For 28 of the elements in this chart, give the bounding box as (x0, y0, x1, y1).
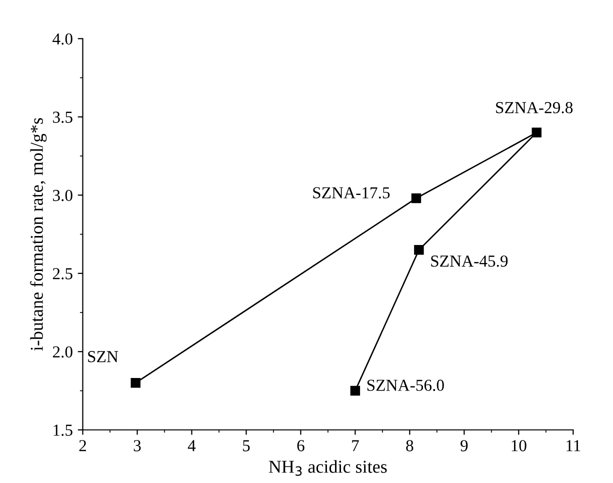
y-tick-label: 3.0 (52, 190, 72, 202)
annotation: SZN (88, 351, 118, 362)
x-tick-label: 8 (406, 440, 414, 452)
x-tick-label: 3 (134, 440, 141, 452)
y-tick-label: 1.5 (54, 424, 72, 436)
x-tick-label: 10 (512, 440, 526, 452)
annotation: SZNA-56.0 (367, 380, 444, 391)
x-tick-label: 5 (243, 440, 250, 452)
point (350, 386, 360, 396)
x-tick-label: 6 (297, 440, 304, 452)
y-tick-label: 2.5 (52, 268, 72, 280)
x-tick-label: 11 (566, 440, 580, 452)
x-tick-label: 7 (352, 440, 359, 452)
x-tick-label: 2 (79, 440, 86, 452)
point (411, 193, 422, 204)
x-axis-title: NH$_{3}$ acidic sites (268, 460, 387, 476)
x-tick-label: 9 (460, 440, 468, 452)
y-tick-label: 3.5 (52, 112, 72, 123)
y-tick-label: 4.0 (52, 33, 72, 45)
annotation: SZNA-17.5 (313, 187, 390, 198)
point (414, 245, 424, 255)
y-axis-title: i-butane formation rate, mol/g*s (30, 118, 47, 351)
annotation: SZNA-29.8 (496, 102, 573, 114)
y-tick-label: 2.0 (52, 346, 72, 358)
point (532, 128, 542, 138)
point (130, 378, 140, 388)
x-tick-label: 4 (188, 440, 196, 452)
annotation: SZNA-45.9 (431, 256, 508, 267)
